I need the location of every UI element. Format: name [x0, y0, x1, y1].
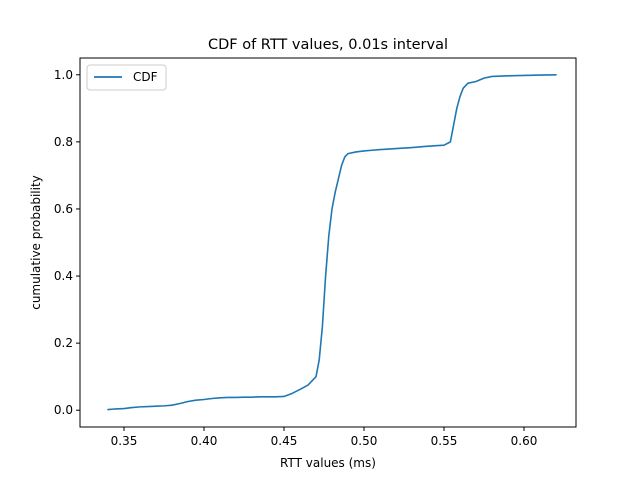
- plot-content: [107, 73, 557, 411]
- x-tick-label: 0.35: [111, 434, 138, 448]
- legend: CDF: [86, 64, 167, 91]
- x-tick-label: 0.40: [191, 434, 218, 448]
- x-tick-label: 0.50: [351, 434, 378, 448]
- y-axis: 0.0 0.2 0.4 0.6 0.8 1.0: [54, 68, 80, 417]
- y-tick-label: 0.4: [54, 269, 73, 283]
- x-tick-label: 0.55: [431, 434, 458, 448]
- plot-frame: [79, 57, 577, 428]
- x-axis-title: RTT values (ms): [280, 456, 376, 470]
- y-tick-label: 0.2: [54, 336, 73, 350]
- series-line-cdf: [107, 73, 557, 411]
- legend-label: CDF: [133, 70, 158, 84]
- y-tick-label: 1.0: [54, 68, 73, 82]
- y-axis-title: cumulative probability: [29, 175, 43, 310]
- y-tick-label: 0.0: [54, 403, 73, 417]
- x-tick-label: 0.45: [271, 434, 298, 448]
- x-axis: 0.35 0.40 0.45 0.50 0.55 0.60: [111, 427, 538, 448]
- chart-title: CDF of RTT values, 0.01s interval: [208, 37, 448, 53]
- x-tick-label: 0.60: [511, 434, 538, 448]
- legend-box: [86, 64, 167, 91]
- y-tick-label: 0.6: [54, 202, 73, 216]
- y-tick-label: 0.8: [54, 135, 73, 149]
